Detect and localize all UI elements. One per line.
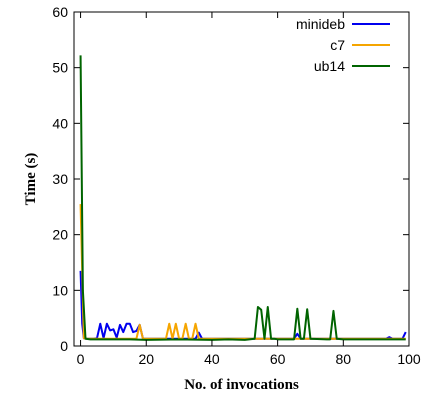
- plot-frame: [73, 11, 410, 347]
- x-tick-label: 40: [204, 351, 220, 367]
- x-tick-label: 0: [77, 351, 85, 367]
- y-tick-label: 50: [52, 60, 68, 76]
- x-tick-label: 100: [397, 351, 421, 367]
- series-layer: [79, 55, 407, 341]
- tick-layer: 0 10 20 30 40 50 60 0 20 40 60 80 100: [52, 4, 420, 367]
- y-tick-label: 10: [52, 282, 68, 298]
- series-line-minideb: [79, 270, 407, 340]
- series-line-c7: [79, 204, 406, 340]
- y-tick-label: 60: [52, 4, 68, 20]
- x-tick-label: 60: [270, 351, 286, 367]
- y-tick-label: 30: [52, 171, 68, 187]
- y-tick-label: 0: [60, 338, 68, 354]
- y-axis-title: Time (s): [23, 153, 39, 206]
- legend: minideb c7 ub14: [296, 16, 390, 74]
- y-tick-label: 20: [52, 227, 68, 243]
- x-axis-title: No. of invocations: [184, 377, 299, 393]
- legend-label-minideb: minideb: [296, 16, 345, 32]
- x-tick-label: 20: [138, 351, 154, 367]
- x-tick-label: 80: [336, 351, 352, 367]
- legend-label-ub14: ub14: [314, 58, 345, 74]
- legend-label-c7: c7: [330, 37, 345, 53]
- y-tick-label: 40: [52, 115, 68, 131]
- series-line-ub14: [79, 55, 406, 341]
